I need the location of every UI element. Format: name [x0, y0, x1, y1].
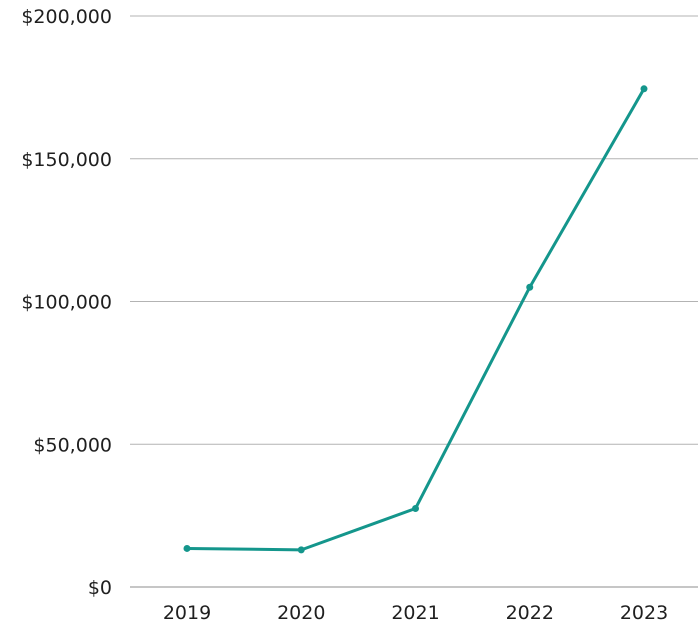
series-group: [183, 85, 648, 554]
y-tick-label: $50,000: [33, 434, 112, 456]
x-tick-label: 2019: [163, 602, 211, 624]
data-point-2019: [183, 544, 191, 552]
x-tick-label: 2022: [506, 602, 554, 624]
gridlines: [130, 15, 698, 588]
series-line: [185, 87, 646, 552]
y-tick-label: $150,000: [21, 149, 112, 171]
x-axis: 2019 2020 2021 2022 2023: [163, 602, 668, 624]
x-tick-label: 2023: [620, 602, 668, 624]
y-tick-label: $100,000: [21, 292, 112, 314]
x-tick-label: 2021: [391, 602, 439, 624]
data-point-2022: [526, 283, 534, 291]
y-tick-label: $0: [88, 577, 112, 599]
x-tick-label: 2020: [277, 602, 325, 624]
y-axis: $0 $50,000 $100,000 $150,000 $200,000: [21, 6, 112, 599]
y-tick-label: $200,000: [21, 6, 112, 28]
data-point-2023: [640, 85, 648, 93]
data-point-2020: [297, 546, 305, 554]
data-point-2021: [412, 504, 419, 512]
